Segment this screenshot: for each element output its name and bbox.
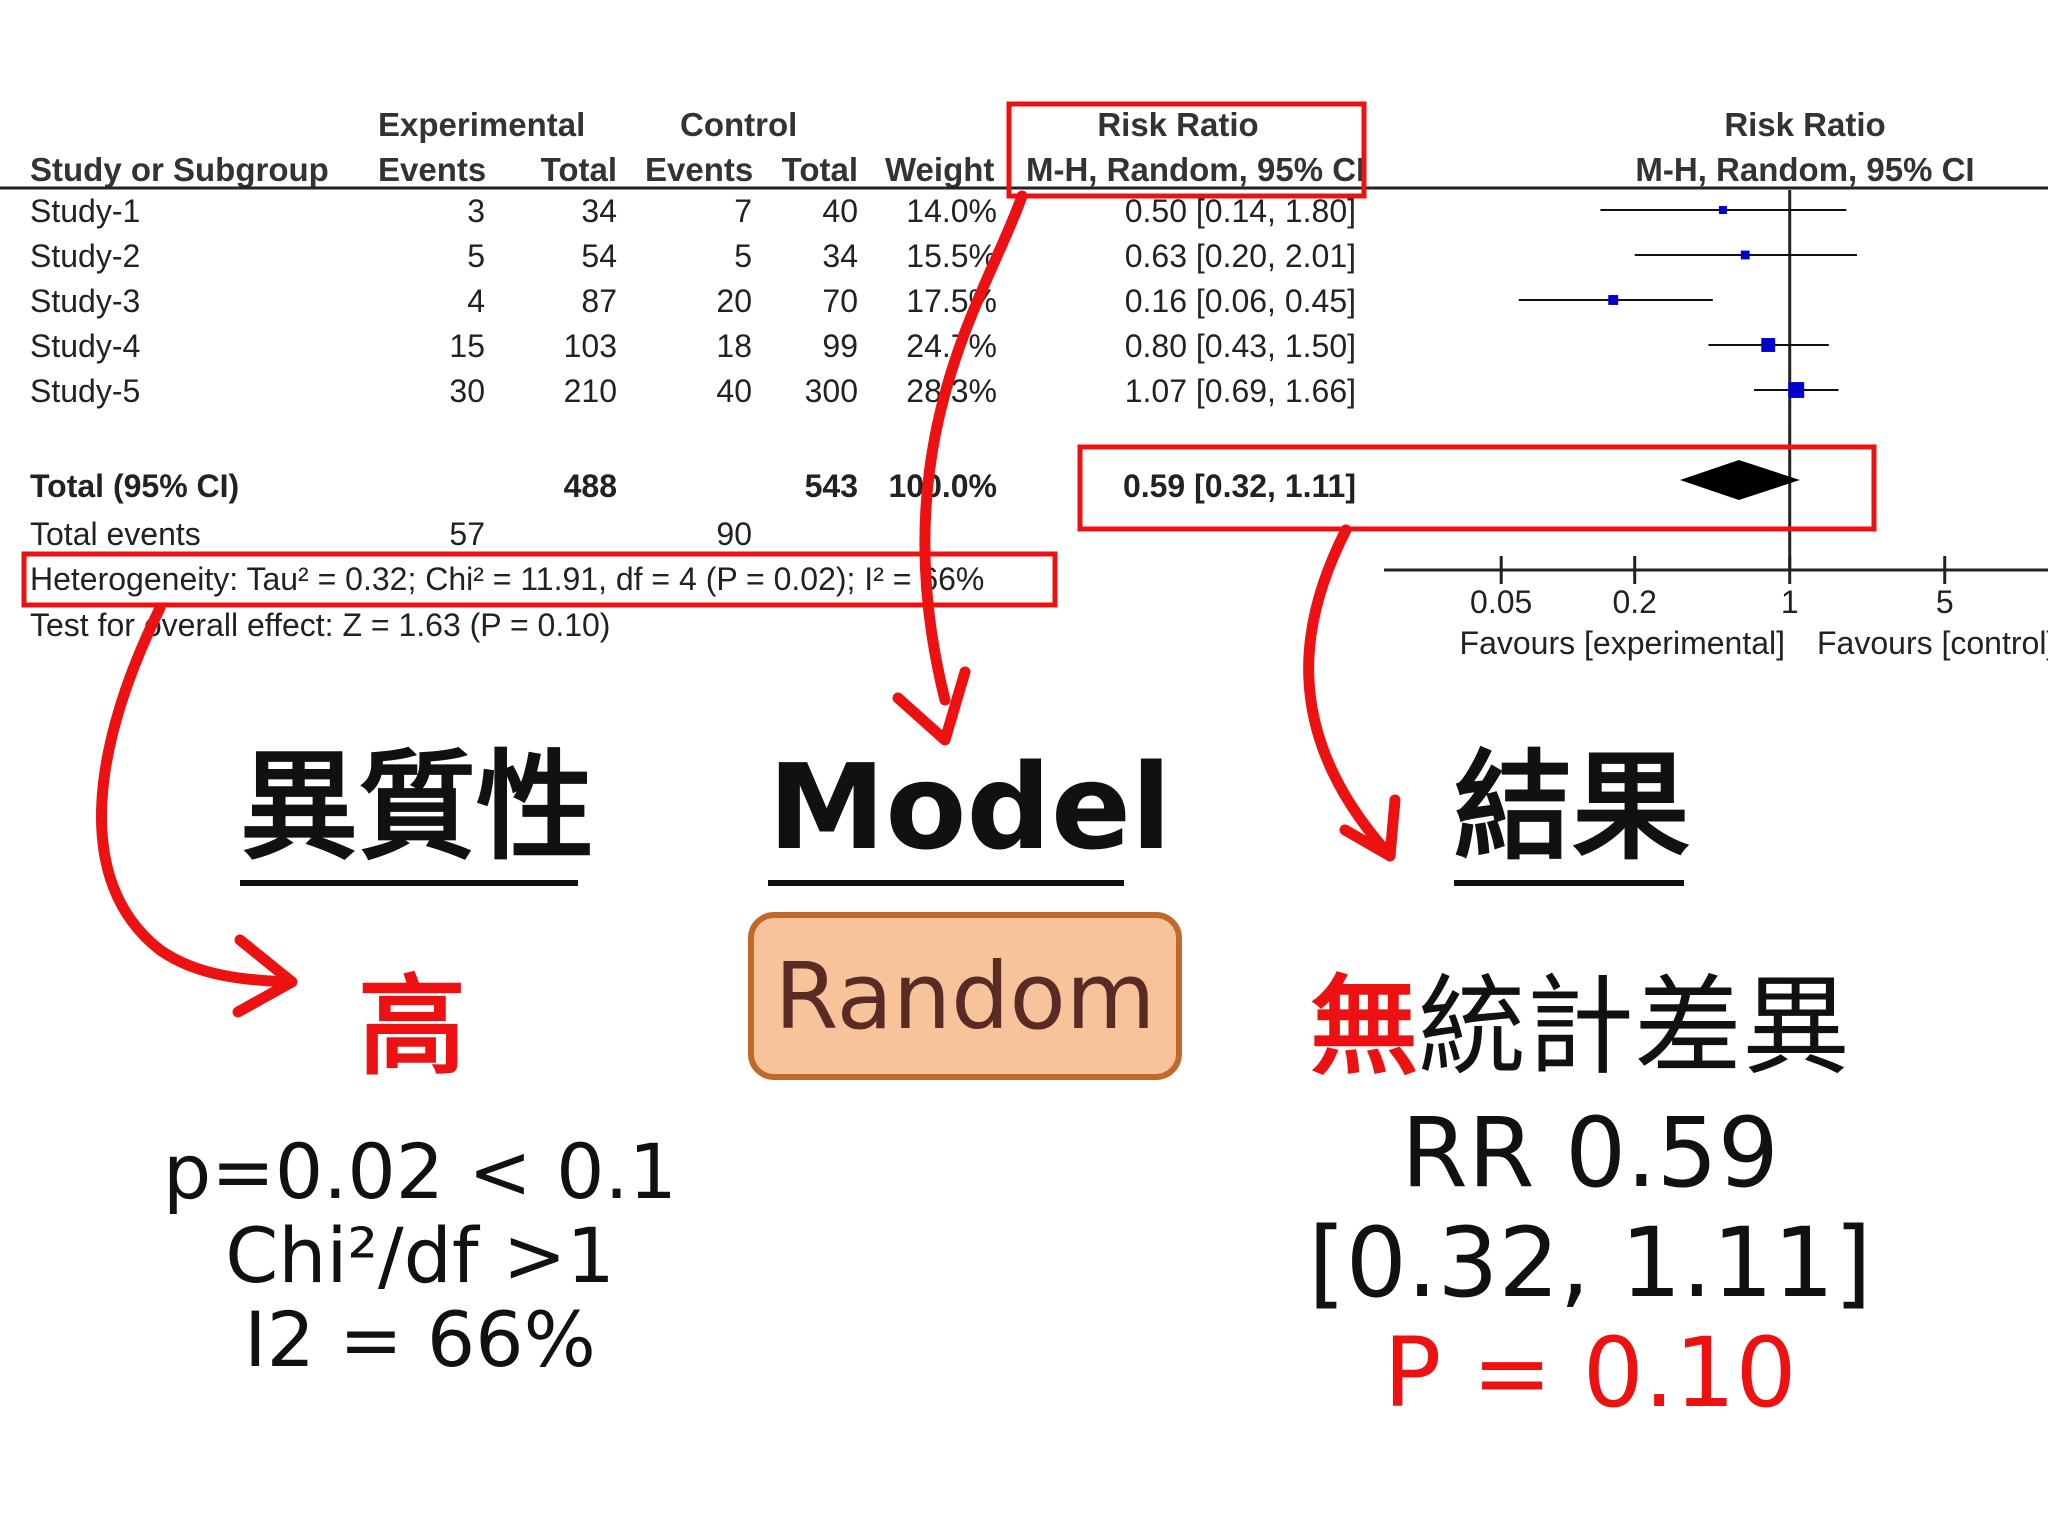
heterogeneity-details: p=0.02 < 0.1 Chi²/df >1 I2 = 66% xyxy=(150,1130,690,1382)
arrow-to-heterogeneity-head xyxy=(232,934,298,1018)
header-method-plot: M-H, Random, 95% CI xyxy=(1635,151,1974,188)
x-tick-label: 5 xyxy=(1936,584,1954,620)
table-cell-study: Study-4 xyxy=(30,328,140,364)
total-events-ctl: 90 xyxy=(716,516,752,552)
table-cell-rr: 0.80 [0.43, 1.50] xyxy=(1125,328,1356,364)
highlight-box-result xyxy=(1077,444,1877,532)
overall-effect-text: Test for overall effect: Z = 1.63 (P = 0… xyxy=(30,607,610,643)
heterogeneity-heading: 異質性 xyxy=(240,748,594,886)
table-cell-rr: 0.63 [0.20, 2.01] xyxy=(1125,238,1356,274)
study-rows: Study-1 3 34 7 40 14.0% 0.50 [0.14, 1.80] Study… xyxy=(30,193,1356,409)
x-axis-ticks: 0.05 0.2 1 5 xyxy=(1470,556,1954,620)
table-cell-ctl-total: 300 xyxy=(805,373,858,409)
header-method-table: M-H, Random, 95% CI xyxy=(1026,151,1365,188)
table-cell-weight: 14.0% xyxy=(906,193,997,229)
total-events-label: Total events xyxy=(30,516,201,552)
het-line-chi: Chi²/df >1 xyxy=(225,1211,615,1300)
table-cell-exp-events: 4 xyxy=(467,283,485,319)
forest-marks xyxy=(1518,206,1857,500)
table-cell-ctl-total: 34 xyxy=(822,238,858,274)
table-cell-ctl-events: 40 xyxy=(716,373,752,409)
table-cell-exp-total: 34 xyxy=(581,193,617,229)
model-heading: Model xyxy=(768,748,1171,886)
table-cell-exp-total: 210 xyxy=(564,373,617,409)
table-cell-exp-events: 3 xyxy=(467,193,485,229)
table-cell-study: Study-1 xyxy=(30,193,140,229)
arrow-to-result-head xyxy=(1339,794,1401,862)
table-cell-study: Study-3 xyxy=(30,283,140,319)
table-cell-exp-total: 87 xyxy=(581,283,617,319)
arrow-to-model-head xyxy=(892,666,971,746)
arrow-to-heterogeneity xyxy=(96,602,296,988)
table-cell-rr: 1.07 [0.69, 1.66] xyxy=(1125,373,1356,409)
x-label-experimental: Favours [experimental] xyxy=(1460,625,1785,661)
pooled-diamond xyxy=(1679,460,1800,500)
effect-marker xyxy=(1608,295,1619,305)
result-line-rr: RR 0.59 xyxy=(1401,1097,1779,1209)
table-cell-study: Study-5 xyxy=(30,373,140,409)
header-control: Control xyxy=(680,106,797,143)
table-cell-exp-events: 15 xyxy=(449,328,485,364)
table-cell-ctl-events: 7 xyxy=(734,193,752,229)
x-tick-label: 0.2 xyxy=(1612,584,1656,620)
result-highlight: 無 xyxy=(1310,965,1419,1090)
heterogeneity-text: Heterogeneity: Tau² = 0.32; Chi² = 11.91… xyxy=(30,561,984,597)
header-exp-total: Total xyxy=(541,151,617,188)
het-line-p: p=0.02 < 0.1 xyxy=(162,1127,677,1216)
table-cell-exp-events: 5 xyxy=(467,238,485,274)
effect-marker xyxy=(1761,338,1776,352)
table-cell-rr: 0.50 [0.14, 1.80] xyxy=(1125,193,1356,229)
total-events-exp: 57 xyxy=(449,516,485,552)
header-experimental: Experimental xyxy=(378,106,585,143)
table-cell-ctl-total: 70 xyxy=(822,283,858,319)
arrow-to-model xyxy=(919,190,1028,706)
effect-marker xyxy=(1740,250,1750,260)
result-line-p: P = 0.10 xyxy=(1383,1317,1797,1429)
header-study: Study or Subgroup xyxy=(30,151,329,188)
x-tick-label: 0.05 xyxy=(1470,584,1532,620)
total-ctl: 543 xyxy=(805,468,858,504)
header-exp-events: Events xyxy=(378,151,486,188)
effect-marker xyxy=(1718,206,1727,214)
table-cell-ctl-events: 20 xyxy=(716,283,752,319)
table-cell-rr: 0.16 [0.06, 0.45] xyxy=(1125,283,1356,319)
heterogeneity-level: 高 xyxy=(358,965,467,1090)
table-cell-exp-total: 103 xyxy=(564,328,617,364)
result-heading: 結果 xyxy=(1454,748,1690,886)
total-label: Total (95% CI) xyxy=(30,468,239,504)
result-details: RR 0.59 [0.32, 1.11] P = 0.10 xyxy=(1300,1098,1880,1428)
highlight-box-method xyxy=(1006,101,1367,199)
table-cell-ctl-total: 40 xyxy=(822,193,858,229)
total-rr: 0.59 [0.32, 1.11] xyxy=(1123,468,1356,504)
model-value: Random xyxy=(774,942,1156,1050)
result-summary: 無統計差異 xyxy=(1310,940,1850,1096)
table-cell-ctl-total: 99 xyxy=(822,328,858,364)
header-ctl-total: Total xyxy=(782,151,858,188)
x-label-control: Favours [control] xyxy=(1817,625,2048,661)
arrow-to-result xyxy=(1303,524,1391,856)
total-exp: 488 xyxy=(564,468,617,504)
highlight-box-heterogeneity xyxy=(21,551,1058,608)
result-line-ci: [0.32, 1.11] xyxy=(1308,1207,1872,1319)
model-random-box: Random xyxy=(748,912,1182,1080)
header-weight: Weight xyxy=(885,151,994,188)
x-tick-label: 1 xyxy=(1781,584,1799,620)
het-line-i2: I2 = 66% xyxy=(244,1295,596,1384)
table-cell-exp-total: 54 xyxy=(581,238,617,274)
result-rest: 統計差異 xyxy=(1418,965,1851,1090)
table-cell-weight: 15.5% xyxy=(906,238,997,274)
total-weight: 100.0% xyxy=(888,468,997,504)
table-cell-study: Study-2 xyxy=(30,238,140,274)
effect-marker xyxy=(1788,382,1805,398)
header-risk-ratio-plot: Risk Ratio xyxy=(1724,106,1885,143)
table-cell-ctl-events: 18 xyxy=(716,328,752,364)
header-risk-ratio-table: Risk Ratio xyxy=(1097,106,1258,143)
table-cell-ctl-events: 5 xyxy=(734,238,752,274)
header-ctl-events: Events xyxy=(645,151,753,188)
table-cell-exp-events: 30 xyxy=(449,373,485,409)
